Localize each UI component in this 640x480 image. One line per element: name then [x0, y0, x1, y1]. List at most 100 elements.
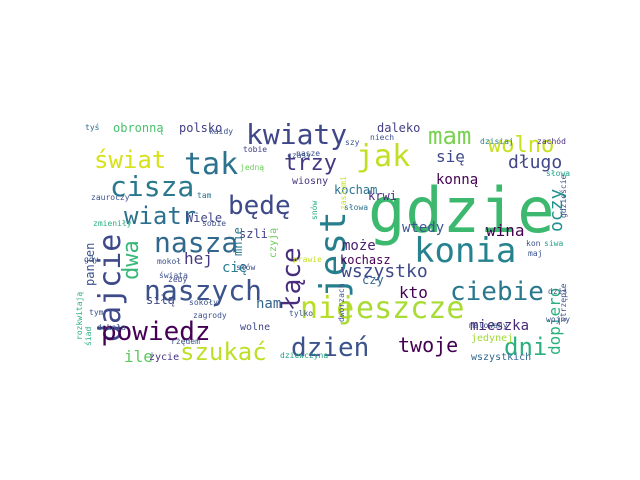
cloud-word: kwiaty [246, 118, 347, 151]
cloud-word: zauroczy [91, 193, 130, 202]
cloud-word: się [436, 147, 465, 166]
cloud-word: wolno [488, 133, 554, 158]
cloud-word: zmieniły [93, 219, 132, 228]
cloud-word: kaidy [209, 127, 233, 136]
cloud-word: długo [508, 152, 562, 173]
cloud-word: dopiero [545, 288, 564, 355]
cloud-word: dziewczyna [280, 351, 328, 360]
cloud-word: szli [239, 227, 268, 241]
cloud-word: siwa [544, 239, 563, 248]
cloud-word: powiedz [101, 317, 211, 347]
cloud-word: jedną [240, 163, 264, 172]
cloud-word: nasze [296, 149, 320, 158]
cloud-word: prawie [293, 255, 322, 264]
cloud-word: dokoła [97, 323, 126, 332]
cloud-word: polsko [179, 121, 222, 135]
cloud-word: hej [184, 249, 213, 268]
cloud-word: wina [486, 221, 525, 240]
cloud-word: słowa [546, 169, 570, 178]
cloud-word: nam [256, 296, 281, 312]
cloud-word: łące [277, 247, 307, 310]
cloud-word: będę [228, 191, 291, 221]
cloud-word: mnie [231, 227, 245, 256]
cloud-word: jedynej [471, 333, 513, 344]
cloud-word: kocham [334, 183, 377, 197]
cloud-word: konną [436, 172, 478, 188]
cloud-word: mokoł [157, 257, 181, 266]
cloud-word: cię [222, 260, 247, 276]
word-cloud-background [77, 110, 595, 369]
cloud-word: wtedy [402, 220, 444, 236]
cloud-word: czasy [287, 151, 311, 160]
cloud-word: żeby [168, 275, 187, 284]
cloud-word: jak [356, 139, 410, 174]
cloud-word: może [342, 238, 376, 254]
cloud-word: dni [504, 333, 547, 361]
cloud-word: wszystko [341, 261, 428, 282]
cloud-word: tyś [85, 122, 100, 132]
cloud-word: słowa [344, 203, 368, 212]
cloud-word: mam [428, 122, 471, 150]
cloud-word: oczy [546, 188, 567, 232]
cloud-word: ciebie [450, 277, 544, 307]
cloud-word: naszych [144, 274, 262, 307]
cloud-word: wiatr [124, 202, 196, 230]
cloud-word: trzy [284, 151, 337, 176]
cloud-word: dziś [548, 286, 567, 296]
cloud-word: tak [184, 147, 238, 182]
cloud-word: snów [309, 201, 319, 220]
cloud-word: świata [159, 270, 188, 280]
cloud-word: konia [414, 231, 516, 271]
cloud-word: malowany [469, 321, 508, 330]
cloud-word: twoje [398, 333, 458, 357]
cloud-word: dzień [291, 333, 369, 363]
cloud-word: czy [362, 273, 384, 287]
cloud-word: dajcie [93, 234, 128, 342]
cloud-word: dworzach [337, 283, 346, 322]
cloud-word: obronną [113, 121, 164, 135]
cloud-word: gdy [84, 255, 99, 264]
cloud-word: szukać [180, 338, 267, 366]
cloud-word: niech [370, 133, 394, 142]
cloud-word: rozkwitają [75, 292, 84, 340]
cloud-word: kochasz [340, 253, 391, 267]
cloud-word: Wiele [186, 211, 222, 225]
cloud-word: mieszka [470, 318, 529, 334]
cloud-word: panien [83, 243, 97, 286]
cloud-word: daleko [377, 121, 420, 135]
cloud-word: ile [124, 347, 153, 366]
cloud-word: tam [197, 191, 212, 200]
cloud-word: czyją [268, 228, 279, 258]
cloud-word: życie [149, 352, 179, 363]
cloud-word: wojny [546, 315, 570, 324]
cloud-word: wszystkich [471, 352, 531, 363]
cloud-word: jest [313, 211, 354, 298]
cloud-word: kto [399, 283, 428, 302]
cloud-word: strzępie [559, 283, 568, 322]
cloud-word: jeszcze [338, 291, 464, 326]
cloud-word: maj [528, 249, 542, 258]
cloud-word: świat [94, 146, 166, 174]
cloud-word: cisza [110, 170, 194, 203]
cloud-word: gdzie [368, 174, 555, 247]
cloud-word: szy [345, 138, 360, 147]
cloud-word: zagrody [193, 311, 227, 320]
cloud-word: zachód [537, 136, 566, 146]
cloud-word: tobie [243, 145, 267, 154]
cloud-word: wolne [240, 322, 270, 333]
cloud-word: tym [89, 308, 104, 317]
cloud-word: sokoły [189, 298, 218, 307]
cloud-word: tylko [289, 309, 313, 318]
cloud-word: nie [300, 291, 354, 326]
cloud-word: gdzieście [558, 174, 568, 218]
cloud-word: dzisiaj [480, 137, 514, 146]
cloud-word: krwi [368, 189, 397, 203]
cloud-word: słów [236, 262, 255, 272]
cloud-word: nasza [154, 226, 238, 259]
cloud-word: kon [526, 239, 541, 248]
cloud-word: sobie [202, 219, 226, 228]
cloud-word: dwa [119, 240, 144, 280]
cloud-word: zaszumi [339, 176, 348, 210]
cloud-word: wiosny [292, 176, 328, 187]
